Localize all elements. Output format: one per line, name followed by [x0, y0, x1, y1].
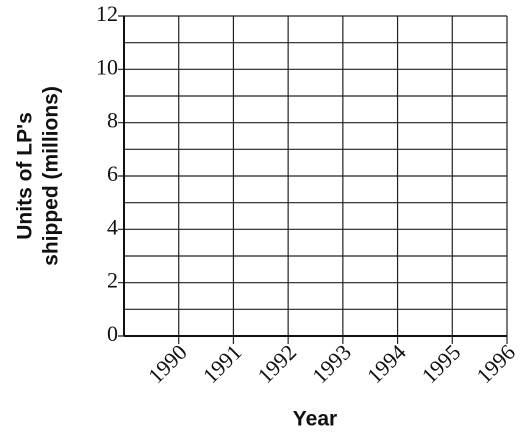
y-tick-label: 0 — [107, 321, 118, 346]
x-tick-label: 1991 — [198, 339, 247, 388]
x-tick-label: 1995 — [417, 339, 466, 388]
x-tick-label: 1994 — [362, 339, 411, 388]
y-axis-title-line: shipped (millions) — [40, 86, 63, 266]
x-tick-label: 1990 — [143, 339, 192, 388]
y-tick-label: 2 — [107, 268, 118, 293]
y-tick-label: 4 — [107, 214, 118, 239]
y-axis-title: Units of LP's shipped (millions) — [14, 86, 63, 266]
y-axis-title-line: Units of LP's — [14, 112, 37, 240]
y-tick-label: 10 — [96, 54, 118, 79]
x-tick-label: 1993 — [307, 339, 356, 388]
x-tick-label: 1996 — [471, 339, 520, 388]
y-tick-label: 12 — [96, 1, 118, 26]
y-tick-label: 6 — [107, 161, 118, 186]
x-axis-title: Year — [293, 408, 337, 431]
y-tick-label: 8 — [107, 108, 118, 133]
x-tick-label: 1992 — [252, 339, 301, 388]
